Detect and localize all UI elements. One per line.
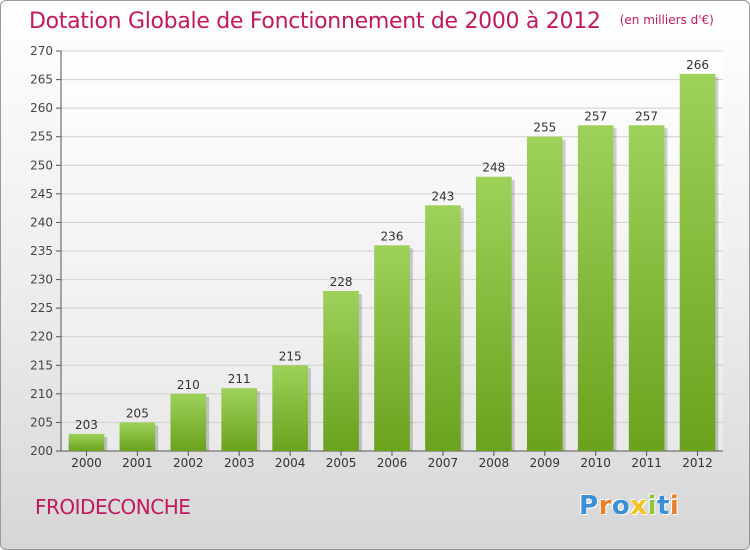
x-tick-label: 2004 [275, 456, 306, 470]
logo-letter: r [598, 491, 612, 521]
bar-value-label: 228 [330, 275, 353, 289]
x-tick-label: 2009 [529, 456, 560, 470]
x-tick-label: 2001 [122, 456, 153, 470]
title-row: Dotation Globale de Fonctionnement de 20… [29, 9, 714, 34]
logo-letter: i [647, 491, 657, 521]
bar [526, 136, 563, 451]
bar [68, 433, 105, 451]
bar-value-label: 243 [431, 189, 454, 203]
y-tick-label: 265 [30, 73, 53, 87]
bar-value-label: 236 [381, 229, 404, 243]
y-tick-label: 260 [30, 101, 53, 115]
logo-letter: t [656, 491, 670, 521]
y-tick-label: 220 [30, 330, 53, 344]
logo-letter: P [579, 491, 599, 521]
bar [170, 393, 207, 451]
y-tick-label: 255 [30, 130, 53, 144]
x-tick-label: 2007 [428, 456, 459, 470]
y-tick-label: 245 [30, 187, 53, 201]
y-tick-label: 225 [30, 301, 53, 315]
bar-value-label: 203 [75, 418, 98, 432]
x-tick-label: 2002 [173, 456, 204, 470]
bar [272, 365, 308, 451]
chart-unit: (en milliers d'€) [619, 13, 714, 27]
bar-value-label: 266 [686, 58, 709, 72]
x-tick-label: 2008 [479, 456, 510, 470]
y-tick-label: 215 [30, 358, 53, 372]
y-tick-label: 200 [30, 444, 53, 458]
y-tick-label: 250 [30, 158, 53, 172]
bar [323, 291, 359, 451]
chart-title: Dotation Globale de Fonctionnement de 20… [29, 9, 601, 34]
x-tick-label: 2010 [580, 456, 611, 470]
y-tick-label: 270 [30, 44, 53, 58]
bar [476, 176, 512, 451]
bar-value-label: 210 [177, 378, 200, 392]
bar-value-label: 211 [228, 372, 251, 386]
y-tick-label: 240 [30, 215, 53, 229]
bar-value-label: 248 [482, 161, 505, 175]
commune-name: FROIDECONCHE [35, 495, 191, 519]
bar [679, 73, 716, 451]
y-tick-label: 235 [30, 244, 53, 258]
x-tick-label: 2005 [326, 456, 357, 470]
bar [577, 125, 614, 452]
bar [119, 422, 156, 451]
x-tick-label: 2000 [71, 456, 102, 470]
bar [425, 205, 461, 451]
x-tick-label: 2006 [377, 456, 408, 470]
x-tick-label: 2012 [682, 456, 713, 470]
logo-letter: o [611, 491, 631, 521]
proxiti-logo[interactable]: Proxiti [579, 491, 679, 521]
y-tick-label: 210 [30, 387, 53, 401]
x-tick-label: 2011 [631, 456, 662, 470]
bar-value-label: 255 [533, 121, 556, 135]
bar-value-label: 205 [126, 406, 149, 420]
logo-letter: i [669, 491, 680, 521]
logo-letter: x [630, 491, 648, 521]
x-tick-label: 2003 [224, 456, 255, 470]
y-tick-label: 230 [30, 273, 53, 287]
bar [628, 125, 665, 452]
bar-value-label: 257 [584, 109, 607, 123]
y-tick-label: 205 [30, 415, 53, 429]
bar-value-label: 257 [635, 109, 658, 123]
bar-value-label: 215 [279, 349, 302, 363]
bar [374, 245, 410, 451]
bar [221, 388, 258, 451]
